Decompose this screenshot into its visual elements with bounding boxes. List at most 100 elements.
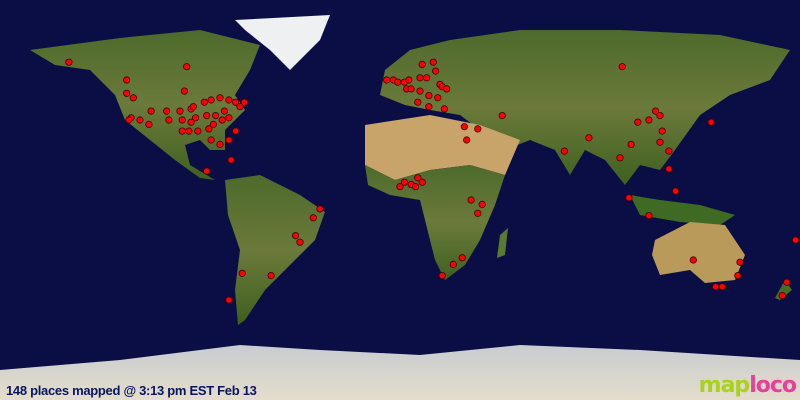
place-marker[interactable] — [238, 269, 246, 277]
place-marker[interactable] — [178, 127, 186, 135]
place-marker[interactable] — [734, 271, 742, 280]
place-marker[interactable] — [194, 127, 202, 135]
place-marker[interactable] — [783, 278, 791, 286]
place-marker[interactable] — [163, 107, 171, 115]
place-marker[interactable] — [396, 183, 404, 191]
place-marker[interactable] — [791, 236, 800, 244]
place-marker[interactable] — [634, 118, 642, 126]
place-marker[interactable] — [187, 118, 195, 126]
place-marker[interactable] — [449, 260, 457, 268]
place-marker[interactable] — [212, 112, 220, 120]
place-marker[interactable] — [216, 140, 224, 148]
place-marker[interactable] — [425, 103, 433, 111]
place-marker[interactable] — [431, 67, 440, 75]
place-marker[interactable] — [216, 94, 224, 102]
place-marker[interactable] — [394, 78, 402, 86]
place-marker[interactable] — [474, 209, 482, 217]
place-marker[interactable] — [227, 156, 235, 164]
place-marker[interactable] — [225, 296, 233, 304]
place-marker[interactable] — [425, 92, 433, 100]
place-marker[interactable] — [411, 183, 420, 191]
place-marker[interactable] — [474, 125, 482, 133]
place-marker[interactable] — [616, 154, 624, 162]
place-marker[interactable] — [414, 174, 422, 182]
place-marker[interactable] — [645, 116, 653, 124]
place-marker[interactable] — [656, 112, 664, 120]
place-marker[interactable] — [711, 283, 720, 291]
place-marker[interactable] — [309, 214, 317, 222]
place-marker[interactable] — [418, 60, 426, 69]
place-marker[interactable] — [618, 63, 626, 71]
place-marker[interactable] — [232, 127, 240, 135]
place-marker[interactable] — [236, 103, 244, 111]
place-marker[interactable] — [203, 167, 211, 175]
place-marker[interactable] — [440, 105, 448, 113]
place-marker[interactable] — [192, 114, 200, 122]
place-marker[interactable] — [176, 107, 184, 115]
place-marker[interactable] — [123, 76, 131, 84]
place-marker[interactable] — [240, 98, 248, 106]
place-marker[interactable] — [178, 116, 186, 124]
place-marker[interactable] — [405, 76, 413, 84]
place-marker[interactable] — [203, 112, 211, 120]
place-marker[interactable] — [416, 74, 424, 82]
place-marker[interactable] — [429, 58, 437, 66]
place-marker[interactable] — [463, 136, 471, 144]
place-marker[interactable] — [400, 178, 408, 186]
place-marker[interactable] — [189, 103, 197, 111]
place-marker[interactable] — [498, 112, 506, 120]
place-marker[interactable] — [407, 85, 415, 93]
place-marker[interactable] — [478, 200, 486, 208]
place-marker[interactable] — [183, 63, 191, 71]
maploco-logo[interactable]: maploco — [699, 373, 797, 398]
place-marker[interactable] — [218, 116, 226, 124]
place-marker[interactable] — [145, 120, 153, 129]
place-marker[interactable] — [651, 107, 660, 115]
place-marker[interactable] — [383, 76, 391, 84]
place-marker[interactable] — [165, 116, 173, 124]
place-marker[interactable] — [232, 98, 240, 106]
place-marker[interactable] — [207, 96, 215, 104]
place-marker[interactable] — [443, 85, 451, 93]
place-marker[interactable] — [147, 107, 155, 115]
place-marker[interactable] — [225, 96, 233, 104]
place-marker[interactable] — [625, 194, 633, 202]
place-marker[interactable] — [656, 138, 664, 146]
place-marker[interactable] — [423, 74, 431, 82]
place-marker[interactable] — [205, 125, 213, 133]
place-marker[interactable] — [267, 271, 275, 280]
place-marker[interactable] — [416, 87, 424, 95]
place-marker[interactable] — [458, 254, 466, 262]
place-marker[interactable] — [316, 205, 324, 213]
place-marker[interactable] — [414, 98, 422, 106]
place-marker[interactable] — [778, 291, 786, 300]
place-marker[interactable] — [665, 165, 673, 173]
place-marker[interactable] — [207, 136, 215, 144]
place-marker[interactable] — [665, 147, 673, 155]
place-marker[interactable] — [689, 256, 697, 264]
place-marker[interactable] — [671, 187, 680, 195]
place-marker[interactable] — [200, 98, 208, 106]
place-marker[interactable] — [718, 283, 726, 291]
place-marker[interactable] — [627, 140, 635, 148]
place-marker[interactable] — [658, 127, 666, 135]
place-marker[interactable] — [467, 196, 475, 204]
place-marker[interactable] — [225, 136, 233, 144]
place-marker[interactable] — [560, 147, 569, 155]
place-marker[interactable] — [460, 123, 468, 131]
place-marker[interactable] — [296, 238, 304, 246]
place-marker[interactable] — [209, 120, 217, 129]
place-marker[interactable] — [645, 212, 653, 220]
place-marker[interactable] — [736, 258, 744, 266]
place-marker[interactable] — [291, 232, 300, 240]
place-marker[interactable] — [65, 58, 73, 66]
place-marker[interactable] — [225, 114, 233, 122]
place-marker[interactable] — [123, 89, 131, 97]
place-marker[interactable] — [418, 178, 426, 186]
place-marker[interactable] — [220, 107, 228, 115]
place-marker[interactable] — [180, 87, 188, 95]
place-marker[interactable] — [707, 118, 715, 126]
place-marker[interactable] — [434, 94, 442, 102]
place-marker[interactable] — [136, 116, 144, 124]
